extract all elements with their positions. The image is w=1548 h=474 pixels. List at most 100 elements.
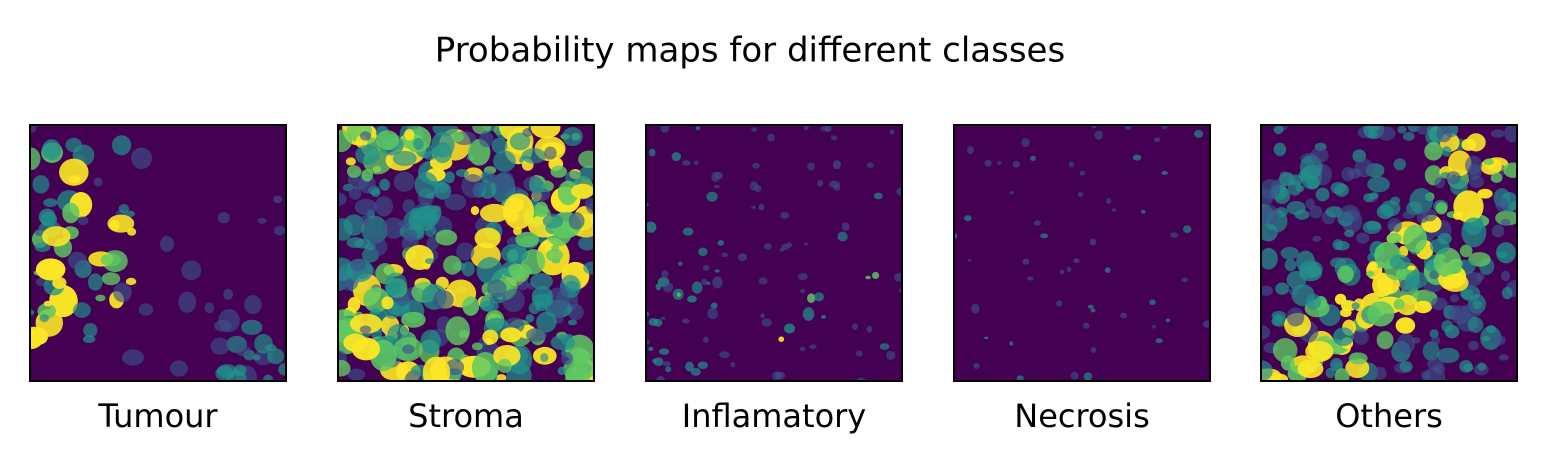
map-texture	[661, 270, 669, 278]
map-texture	[1280, 246, 1299, 260]
panel-label: Stroma	[408, 397, 524, 435]
map-texture	[30, 147, 41, 171]
map-texture	[474, 227, 501, 249]
map-texture	[471, 342, 483, 351]
map-texture	[1022, 258, 1030, 265]
map-texture	[1424, 142, 1443, 161]
map-texture	[1430, 297, 1448, 311]
map-texture	[1467, 163, 1482, 180]
map-texture	[1203, 320, 1210, 328]
probability-map	[338, 125, 594, 381]
map-texture	[1271, 310, 1287, 321]
map-texture	[648, 148, 656, 157]
map-texture	[896, 187, 902, 196]
map-texture	[984, 159, 992, 167]
map-texture	[551, 258, 561, 264]
map-texture	[758, 203, 765, 211]
panel-label: Necrosis	[1014, 397, 1149, 435]
map-texture	[444, 171, 455, 184]
map-texture	[445, 359, 465, 376]
map-texture	[1094, 130, 1103, 140]
map-texture	[1498, 354, 1509, 361]
map-texture	[1468, 175, 1485, 188]
map-texture	[1305, 198, 1316, 209]
map-texture	[1436, 125, 1452, 143]
map-texture	[737, 253, 748, 262]
map-texture	[1272, 338, 1298, 363]
map-texture	[43, 198, 58, 208]
map-texture	[1151, 324, 1157, 329]
map-texture	[530, 125, 561, 139]
map-texture	[879, 343, 890, 350]
map-texture	[354, 198, 377, 216]
map-texture	[254, 334, 273, 354]
map-texture	[783, 323, 796, 334]
map-texture	[347, 368, 366, 381]
map-texture	[687, 295, 697, 303]
map-texture	[375, 130, 399, 150]
map-texture	[1387, 232, 1402, 244]
map-texture	[656, 376, 666, 381]
map-texture	[512, 268, 530, 283]
map-texture	[131, 147, 153, 170]
map-texture	[1068, 161, 1075, 168]
map-texture	[1397, 125, 1407, 134]
map-texture	[1367, 176, 1390, 193]
map-texture	[503, 193, 534, 230]
map-texture	[1500, 219, 1511, 226]
map-texture	[866, 162, 874, 169]
map-texture	[348, 186, 362, 200]
map-texture	[1426, 358, 1444, 370]
map-texture	[1393, 299, 1405, 310]
map-texture	[1353, 329, 1369, 345]
map-texture	[1016, 375, 1024, 381]
map-texture	[1376, 126, 1396, 141]
map-texture	[536, 311, 557, 333]
map-texture	[1104, 267, 1111, 273]
map-texture	[455, 169, 469, 178]
map-texture	[1181, 277, 1189, 283]
map-texture	[350, 258, 366, 272]
probability-map	[30, 125, 286, 381]
map-texture	[1056, 300, 1063, 307]
map-texture	[544, 146, 557, 160]
map-texture	[707, 308, 718, 320]
map-texture	[476, 257, 504, 285]
map-texture	[1504, 125, 1517, 143]
map-texture	[690, 367, 701, 376]
map-texture	[540, 353, 549, 362]
map-texture	[964, 215, 972, 222]
map-texture	[1269, 229, 1278, 236]
map-texture	[525, 314, 535, 323]
map-texture	[43, 300, 53, 307]
map-texture	[345, 157, 356, 166]
map-texture	[1337, 265, 1354, 283]
map-texture	[262, 374, 274, 381]
map-texture	[703, 336, 709, 343]
map-texture	[1495, 197, 1509, 212]
map-texture	[546, 248, 563, 262]
panel-label: Others	[1335, 397, 1443, 435]
map-texture	[663, 281, 674, 293]
map-texture	[971, 303, 980, 314]
map-texture	[226, 370, 247, 381]
map-texture	[1434, 177, 1446, 189]
map-texture	[493, 150, 516, 172]
map-texture	[95, 294, 106, 302]
map-texture	[751, 127, 758, 132]
map-texture	[478, 131, 494, 148]
map-texture	[500, 327, 522, 343]
map-texture	[433, 290, 454, 310]
map-texture	[871, 271, 880, 280]
map-texture	[1070, 371, 1079, 380]
map-texture	[434, 182, 450, 193]
map-texture	[1369, 192, 1379, 200]
map-texture	[83, 323, 98, 338]
map-texture	[1416, 125, 1431, 135]
map-texture	[807, 293, 816, 304]
map-texture	[1402, 224, 1428, 253]
map-texture	[1090, 346, 1097, 353]
map-texture	[210, 337, 230, 355]
map-texture	[1294, 209, 1310, 220]
